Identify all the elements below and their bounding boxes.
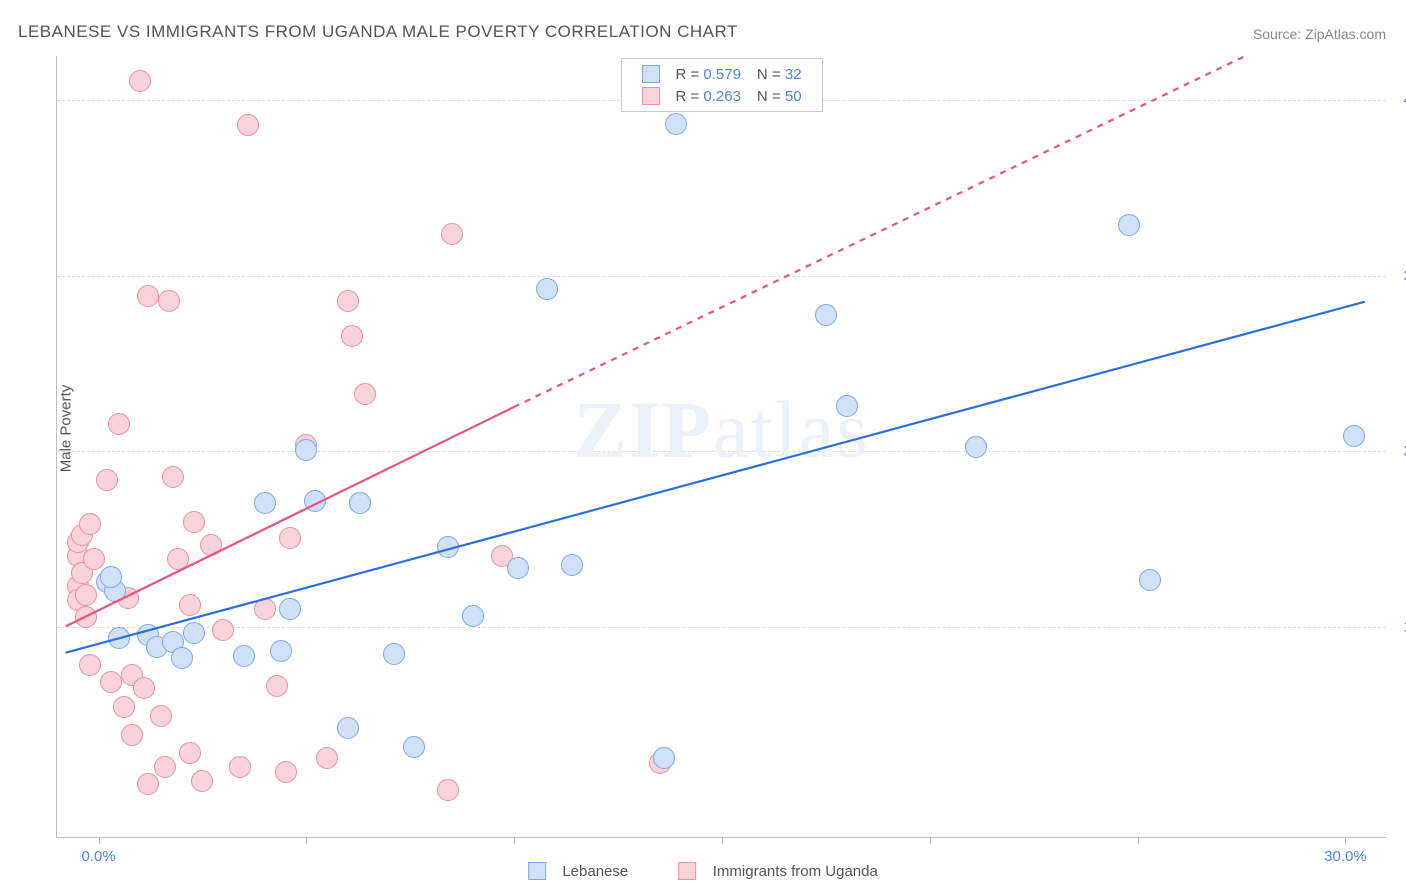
data-point [354,383,376,405]
x-tick [930,837,931,844]
legend-swatch-a [641,65,659,83]
data-point [295,439,317,461]
x-tick [514,837,515,844]
x-tick-label: 0.0% [81,848,115,865]
data-point [1139,569,1161,591]
data-point [316,747,338,769]
data-point [129,70,151,92]
data-point [191,770,213,792]
gridline [57,276,1386,277]
plot-area: ZIPatlas R = 0.579 N = 32 R = 0.263 N = … [56,56,1386,838]
y-tick-label: 10.0% [1394,619,1406,636]
data-point [212,619,234,641]
data-point [279,598,301,620]
data-point [337,717,359,739]
x-tick [722,837,723,844]
x-tick [1345,837,1346,844]
x-tick [1138,837,1139,844]
data-point [154,756,176,778]
x-tick-label: 30.0% [1324,848,1367,865]
watermark: ZIPatlas [574,385,870,476]
data-point [965,436,987,458]
data-point [337,290,359,312]
data-point [665,113,687,135]
data-point [113,696,135,718]
y-tick-label: 20.0% [1394,443,1406,460]
data-point [275,761,297,783]
data-point [150,705,172,727]
data-point [349,492,371,514]
data-point [96,469,118,491]
trend-lines [57,56,1386,837]
data-point [108,413,130,435]
data-point [653,747,675,769]
legend-label-b: Immigrants from Uganda [713,863,878,880]
y-tick-label: 30.0% [1394,267,1406,284]
data-point [167,548,189,570]
data-point [437,779,459,801]
x-tick [306,837,307,844]
legend-label-a: Lebanese [562,863,628,880]
data-point [270,640,292,662]
data-point [137,285,159,307]
data-point [200,534,222,556]
data-point [179,594,201,616]
chart-container: LEBANESE VS IMMIGRANTS FROM UGANDA MALE … [0,0,1406,892]
data-point [229,756,251,778]
data-point [179,742,201,764]
data-point [79,654,101,676]
data-point [1343,425,1365,447]
data-point [237,114,259,136]
data-point [100,566,122,588]
data-point [254,492,276,514]
data-point [100,671,122,693]
data-point [507,557,529,579]
data-point [266,675,288,697]
data-point [79,513,101,535]
data-point [815,304,837,326]
data-point [83,548,105,570]
legend-row-a: R = 0.579 N = 32 [633,63,809,85]
x-tick [99,837,100,844]
data-point [158,290,180,312]
gridline [57,451,1386,452]
data-point [75,584,97,606]
data-point [279,527,301,549]
data-point [183,622,205,644]
data-point [462,605,484,627]
data-point [75,606,97,628]
data-point [341,325,363,347]
data-point [437,536,459,558]
data-point [561,554,583,576]
data-point [233,645,255,667]
chart-title: LEBANESE VS IMMIGRANTS FROM UGANDA MALE … [18,22,738,42]
y-tick-label: 40.0% [1394,91,1406,108]
data-point [133,677,155,699]
source-credit: Source: ZipAtlas.com [1253,26,1386,42]
gridline [57,627,1386,628]
data-point [162,466,184,488]
data-point [254,598,276,620]
legend-swatch-a-bottom [528,862,546,880]
legend-row-b: R = 0.263 N = 50 [633,85,809,107]
data-point [171,647,193,669]
data-point [121,724,143,746]
legend-swatch-b [641,87,659,105]
data-point [403,736,425,758]
data-point [108,627,130,649]
data-point [383,643,405,665]
data-point [536,278,558,300]
data-point [836,395,858,417]
series-legend: Lebanese Immigrants from Uganda [522,862,884,880]
data-point [304,490,326,512]
data-point [183,511,205,533]
correlation-legend: R = 0.579 N = 32 R = 0.263 N = 50 [620,58,822,112]
legend-swatch-b-bottom [679,862,697,880]
data-point [137,773,159,795]
data-point [1118,214,1140,236]
data-point [441,223,463,245]
